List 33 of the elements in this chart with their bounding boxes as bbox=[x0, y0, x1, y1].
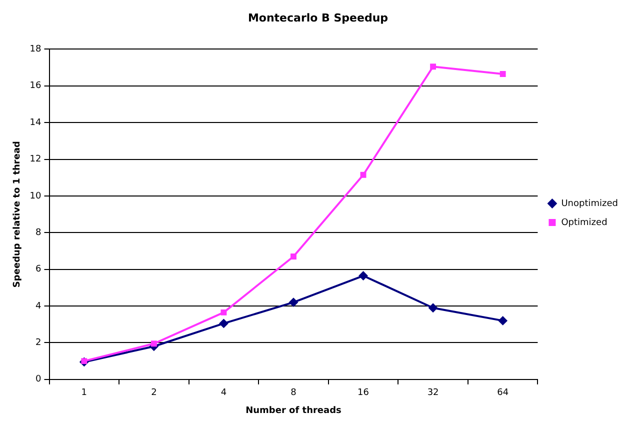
x-tick-label: 16 bbox=[358, 388, 370, 398]
point bbox=[428, 303, 438, 312]
point bbox=[219, 318, 228, 328]
point bbox=[220, 309, 227, 316]
x-tick-label: 1 bbox=[81, 388, 88, 398]
y-tick-label: 8 bbox=[36, 228, 42, 238]
y-tick-label: 10 bbox=[30, 191, 42, 202]
x-tick-label: 8 bbox=[290, 388, 297, 398]
point bbox=[430, 64, 436, 70]
x-tick-label: 4 bbox=[220, 388, 227, 398]
y-tick-label: 14 bbox=[30, 118, 42, 128]
legend-label: Optimized bbox=[561, 218, 608, 228]
point bbox=[290, 254, 296, 260]
x-tick-label: 32 bbox=[427, 388, 439, 398]
point bbox=[500, 70, 506, 77]
y-axis-title: Speedup relative to 1 thread bbox=[12, 141, 23, 288]
point bbox=[358, 271, 368, 280]
chart-title: Montecarlo B Speedup bbox=[248, 11, 388, 24]
x-tick-label: 2 bbox=[151, 388, 157, 398]
y-tick-label: 2 bbox=[36, 338, 42, 348]
y-tick-label: 16 bbox=[30, 81, 42, 92]
x-tick-label: 64 bbox=[497, 388, 509, 398]
point bbox=[288, 298, 298, 307]
point bbox=[150, 340, 157, 347]
point bbox=[360, 172, 366, 178]
x-axis-title: Number of threads bbox=[246, 406, 342, 416]
y-tick-label: 18 bbox=[30, 44, 42, 55]
legend-label: Unoptimized bbox=[561, 198, 618, 209]
point bbox=[498, 316, 508, 326]
y-tick-label: 4 bbox=[36, 301, 42, 312]
y-tick-label: 6 bbox=[36, 264, 42, 275]
y-tick-label: 12 bbox=[30, 154, 42, 165]
y-tick-label: 0 bbox=[36, 374, 42, 385]
